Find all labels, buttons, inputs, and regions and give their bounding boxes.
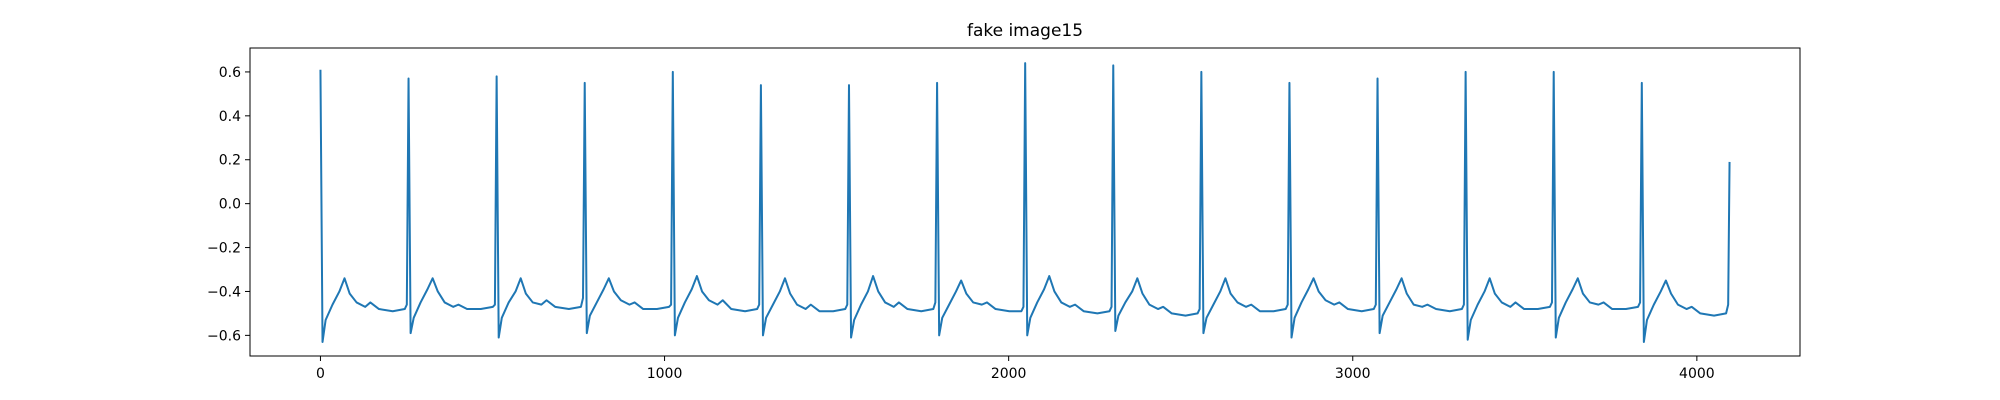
y-tick-label: 0.0 — [219, 197, 241, 213]
y-tick-label: 0.6 — [219, 65, 241, 81]
series-line — [319, 62, 1731, 343]
plot-area: 0 1000 2000 3000 4000 −0.6 −0.4 −0.2 0.0 0.2 0.4 0.… — [207, 62, 1731, 382]
x-tick-label: 4000 — [1679, 366, 1715, 382]
y-tick-label: −0.4 — [207, 284, 241, 300]
chart-title: fake image15 — [967, 21, 1083, 41]
axes-frame — [249, 47, 1801, 357]
x-tick-label: 1000 — [647, 366, 683, 382]
x-tick-label: 3000 — [1335, 366, 1371, 382]
y-tick-label: −0.2 — [207, 241, 241, 257]
y-tick-label: 0.2 — [219, 153, 241, 169]
x-tick-label: 0 — [316, 366, 325, 382]
y-tick-label: 0.4 — [219, 109, 241, 125]
y-tick-label: −0.6 — [207, 328, 241, 344]
x-tick-label: 2000 — [991, 366, 1027, 382]
